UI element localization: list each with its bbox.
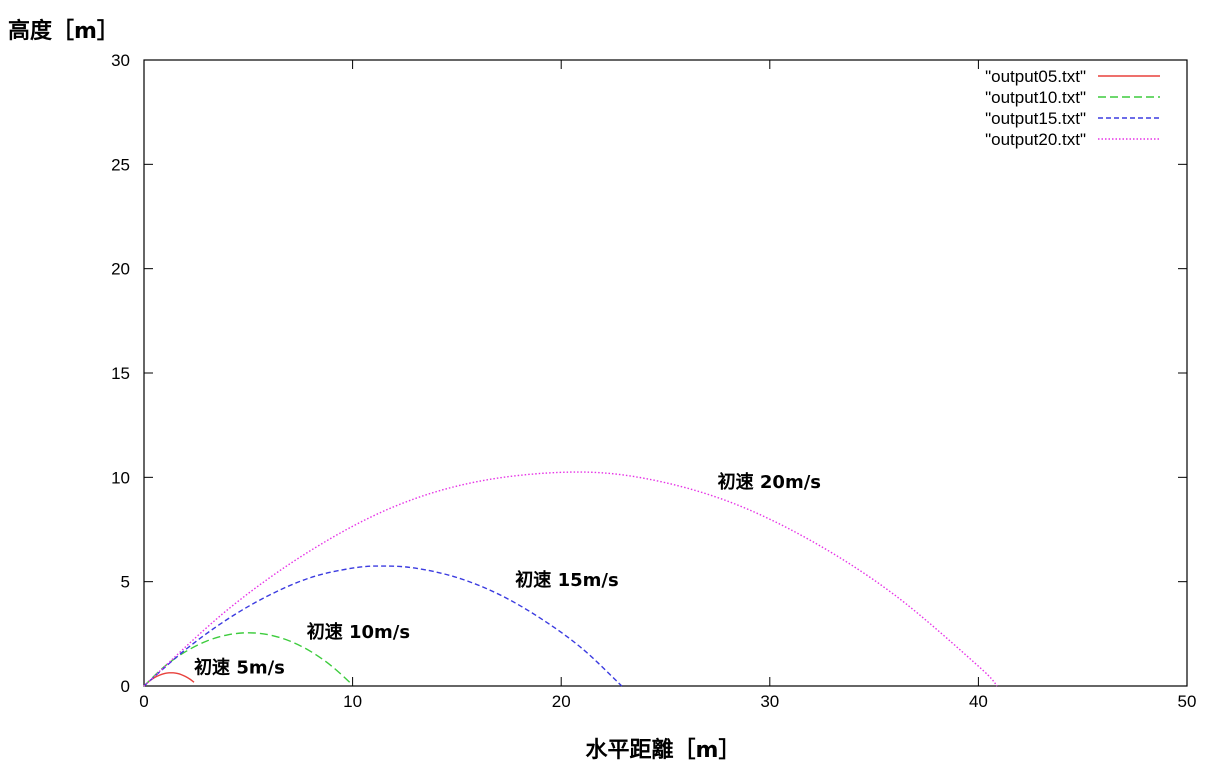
y-tick-label: 25 xyxy=(111,155,130,174)
annotation-label: 初速 10m/s xyxy=(307,621,410,643)
y-axis-title: 高度［m］ xyxy=(8,18,119,44)
annotation-label: 初速 5m/s xyxy=(194,656,285,678)
series-lines xyxy=(143,471,998,687)
series-line-2 xyxy=(143,632,354,687)
y-tick-label: 10 xyxy=(111,468,130,487)
x-tick-label: 40 xyxy=(969,692,988,711)
annotations: 初速 5m/s 初速 10m/s 初速 15m/s 初速 20m/s xyxy=(194,471,821,679)
x-tick-label: 20 xyxy=(552,692,571,711)
x-axis-title: 水平距離［m］ xyxy=(586,737,741,763)
plot-frame xyxy=(143,59,1188,687)
legend-label: "output20.txt" xyxy=(985,130,1086,149)
legend-label: "output10.txt" xyxy=(985,88,1086,107)
y-tick-label: 20 xyxy=(111,260,130,279)
x-tick-label: 50 xyxy=(1178,692,1197,711)
y-tick-label: 0 xyxy=(121,677,130,696)
y-tick-label: 30 xyxy=(111,51,130,70)
y-tick-label: 15 xyxy=(111,364,130,383)
legend-label: "output05.txt" xyxy=(985,67,1086,86)
x-tick-label: 10 xyxy=(343,692,362,711)
legend-label: "output15.txt" xyxy=(985,109,1086,128)
legend: "output05.txt" "output10.txt" "output15.tx… xyxy=(985,67,1160,149)
series-line-4 xyxy=(143,471,998,687)
annotation-label: 初速 20m/s xyxy=(718,471,821,493)
series-line-1 xyxy=(143,672,195,687)
y-tick-label: 5 xyxy=(121,573,130,592)
axis-ticks: 0 10 20 30 40 50 0 5 10 15 20 25 30 xyxy=(111,51,1196,711)
annotation-label: 初速 15m/s xyxy=(515,569,618,591)
series-line-3 xyxy=(143,565,623,687)
x-tick-label: 30 xyxy=(760,692,779,711)
x-tick-label: 0 xyxy=(139,692,148,711)
